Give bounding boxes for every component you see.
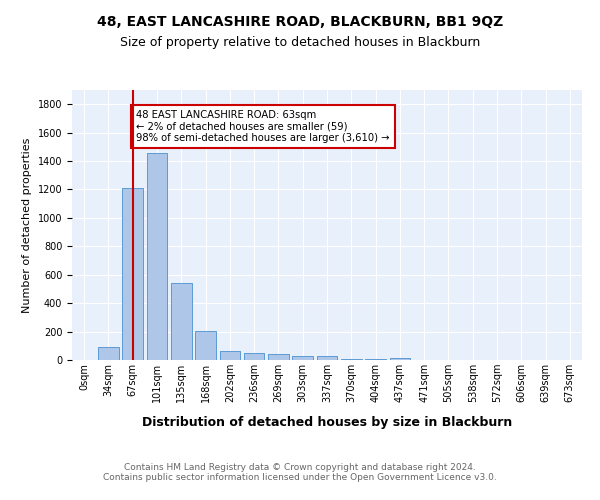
Bar [341, 358, 362, 360]
Text: Size of property relative to detached houses in Blackburn: Size of property relative to detached ho… [120, 36, 480, 49]
Text: 48, EAST LANCASHIRE ROAD, BLACKBURN, BB1 9QZ: 48, EAST LANCASHIRE ROAD, BLACKBURN, BB1… [97, 16, 503, 30]
Bar [365, 358, 386, 360]
Bar [195, 331, 216, 360]
Bar [244, 353, 265, 360]
Bar [317, 356, 337, 360]
Bar [220, 351, 240, 360]
Bar [171, 284, 191, 360]
Bar [389, 358, 410, 360]
Bar [146, 152, 167, 360]
Text: Distribution of detached houses by size in Blackburn: Distribution of detached houses by size … [142, 416, 512, 429]
Bar [98, 347, 119, 360]
Bar [122, 188, 143, 360]
Bar [268, 354, 289, 360]
Y-axis label: Number of detached properties: Number of detached properties [22, 138, 32, 312]
Text: Contains HM Land Registry data © Crown copyright and database right 2024.
Contai: Contains HM Land Registry data © Crown c… [103, 463, 497, 482]
Bar [292, 356, 313, 360]
Text: 48 EAST LANCASHIRE ROAD: 63sqm
← 2% of detached houses are smaller (59)
98% of s: 48 EAST LANCASHIRE ROAD: 63sqm ← 2% of d… [136, 110, 390, 143]
